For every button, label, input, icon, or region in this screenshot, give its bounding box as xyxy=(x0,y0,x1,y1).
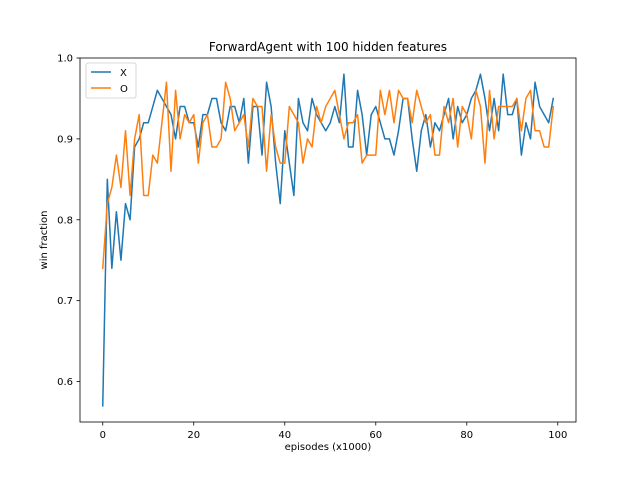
x-tick-label: 0 xyxy=(100,430,106,441)
x-axis: 0 20 40 60 80 100 xyxy=(100,422,567,441)
series-line-x xyxy=(101,73,555,407)
legend-box xyxy=(85,62,137,99)
x-tick-label: 100 xyxy=(548,430,567,441)
chart-title: ForwardAgent with 100 hidden features xyxy=(209,40,447,54)
y-axis: 0.6 0.7 0.8 0.9 1.0 xyxy=(57,54,80,388)
x-tick-label: 60 xyxy=(369,430,382,441)
y-axis-label: win fraction xyxy=(39,211,50,270)
y-tick-label: 1.0 xyxy=(57,54,73,65)
x-tick-label: 40 xyxy=(278,430,291,441)
series-line-o xyxy=(101,81,555,270)
x-tick-label: 20 xyxy=(187,430,200,441)
x-tick-label: 80 xyxy=(460,430,473,441)
series-layer xyxy=(101,73,555,407)
legend-label-o: O xyxy=(120,84,128,95)
y-tick-label: 0.6 xyxy=(57,377,73,388)
y-tick-label: 0.8 xyxy=(57,215,73,226)
legend: X O xyxy=(85,62,137,99)
y-tick-label: 0.9 xyxy=(57,134,73,145)
x-axis-label: episodes (x1000) xyxy=(285,442,372,453)
y-tick-label: 0.7 xyxy=(57,296,73,307)
plot-frame xyxy=(79,57,577,423)
legend-label-x: X xyxy=(120,68,127,79)
